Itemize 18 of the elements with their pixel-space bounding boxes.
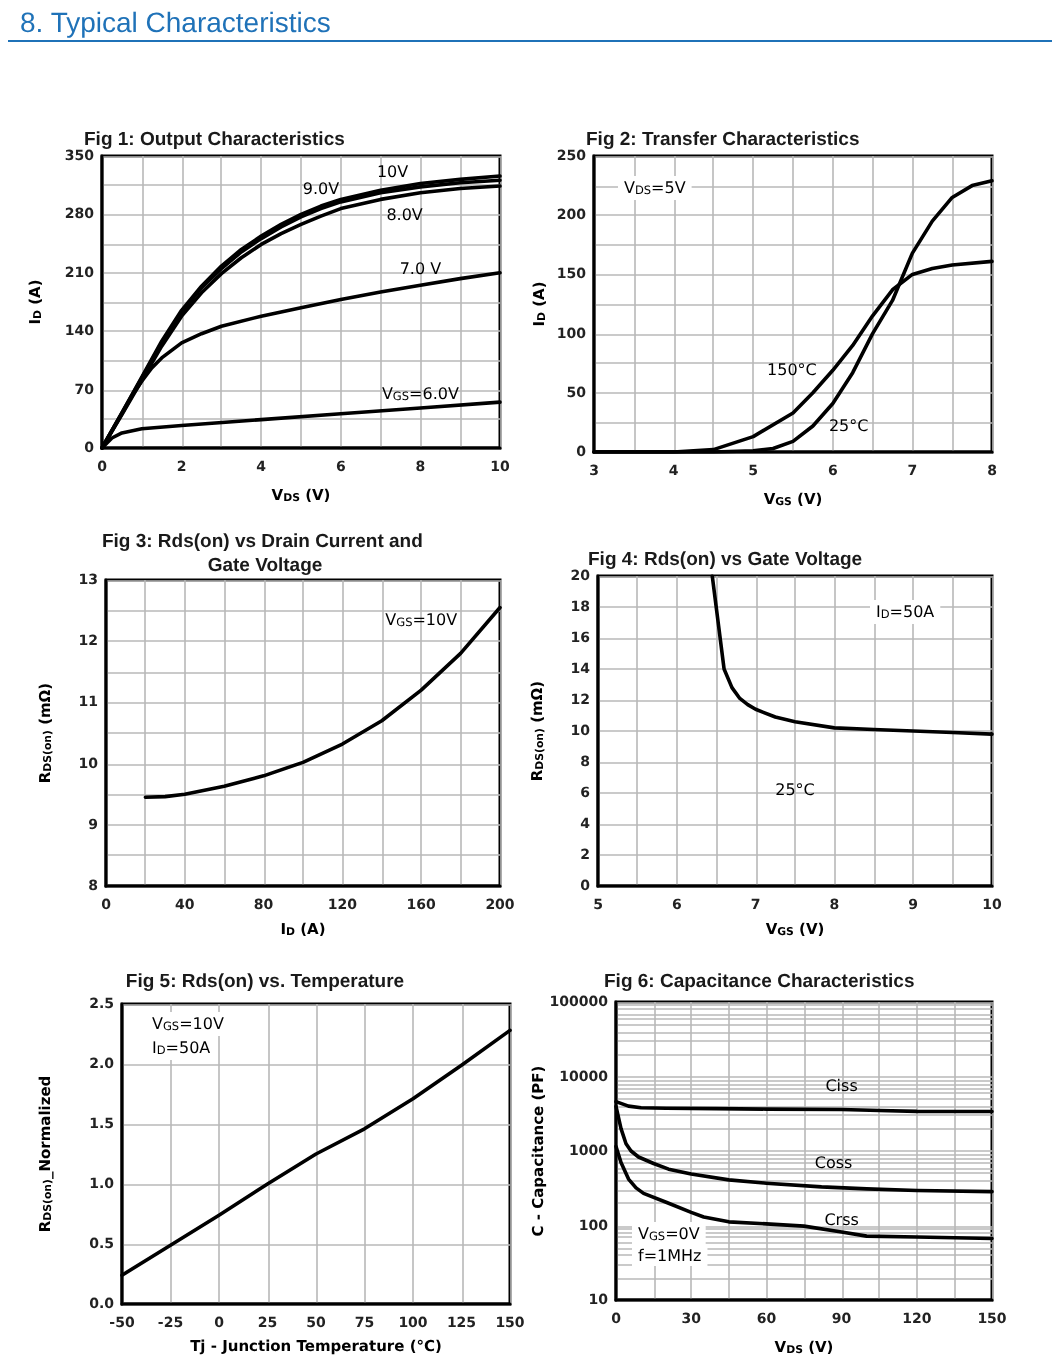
series-label: Crss (824, 1210, 859, 1229)
series-label: 150°C (767, 361, 818, 380)
series-label: 8.0V (386, 206, 424, 225)
text: 25°C (775, 780, 816, 799)
series-label: 10V (376, 163, 410, 182)
chart-title: Fig 1: Output Characteristics (84, 129, 345, 151)
series-label: 9.0V (302, 179, 341, 198)
annotation: f=1MHz (638, 1247, 702, 1265)
series-label: 25°C (828, 416, 870, 435)
series-label: Ciss (825, 1076, 858, 1095)
chart-title: Fig 5: Rds(on) vs. Temperature (125, 971, 405, 993)
chart-title: Fig 6: Capacitance Characteristics (604, 971, 915, 993)
chart-title: Fig 3: Rds(on) vs Drain Current and Gate Voltage (101, 531, 429, 577)
series-label: 7.0 V (399, 260, 443, 279)
series-label: Coss (814, 1153, 853, 1172)
chart-title: Fig 2: Transfer Characteristics (586, 129, 860, 151)
chart-title: Fig 4: Rds(on) vs Gate Voltage (588, 549, 863, 571)
text: 8. Typical Characteristics (20, 6, 331, 38)
